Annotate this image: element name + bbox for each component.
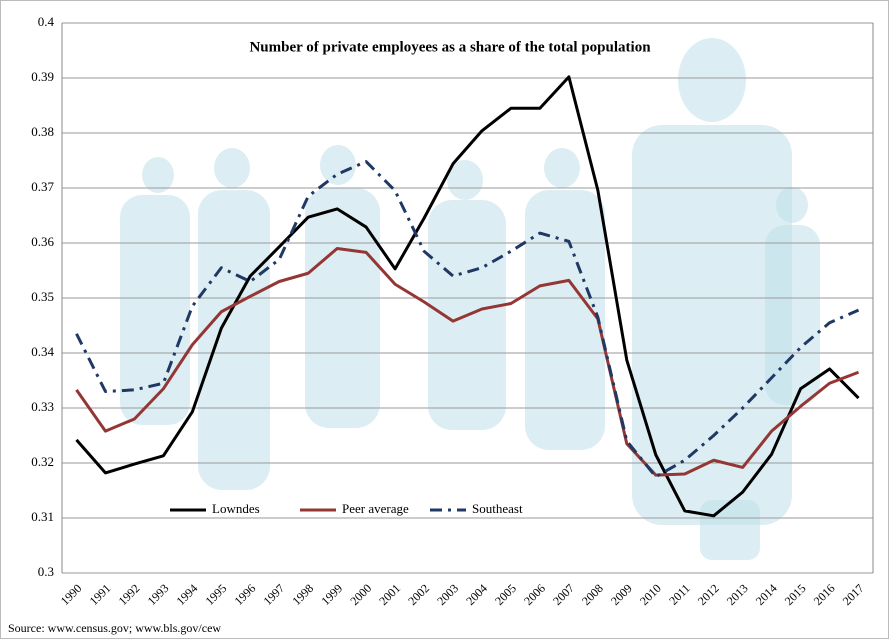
chart-title: Number of private employees as a share o… [249,39,651,55]
y-tick-label: 0.39 [31,69,54,84]
legend-label: Lowndes [212,501,260,516]
series-line [75,160,860,479]
background-silhouettes [120,38,820,560]
y-tick-label: 0.34 [31,344,54,359]
y-tick-label: 0.33 [31,399,54,414]
legend-label: Peer average [342,501,409,516]
y-tick-label: 0.38 [31,124,54,139]
y-tick-label: 0.35 [31,289,54,304]
y-tick-label: 0.3 [38,564,54,579]
series-line [75,247,860,477]
series-line [75,75,860,518]
y-tick-label: 0.37 [31,179,54,194]
y-tick-label: 0.31 [31,509,54,524]
y-tick-label: 0.32 [31,454,54,469]
y-tick-label: 0.4 [38,14,55,29]
legend-label: Southeast [472,501,523,516]
y-tick-label: 0.36 [31,234,54,249]
source-note: Source: www.census.gov; www.bls.gov/cew [8,621,221,635]
